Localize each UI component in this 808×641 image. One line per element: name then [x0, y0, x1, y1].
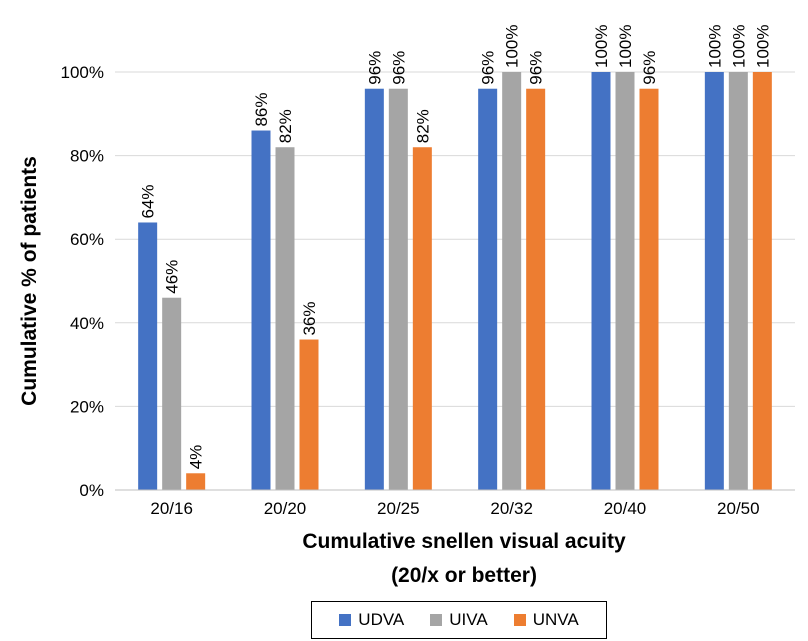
y-tick-label: 20% — [70, 397, 104, 416]
data-label-udva: 100% — [592, 25, 611, 68]
bar-unva — [186, 473, 206, 490]
bar-uiva — [615, 72, 635, 490]
legend-item-unva: UNVA — [513, 610, 579, 630]
x-axis-title-line1: Cumulative snellen visual acuity — [302, 530, 626, 553]
gridlines — [115, 71, 795, 407]
bars — [138, 72, 772, 491]
data-label-uiva: 46% — [163, 260, 182, 294]
bar-uiva — [728, 72, 748, 490]
bar-udva — [591, 72, 611, 490]
data-label-uiva: 100% — [616, 25, 635, 68]
data-label-unva: 4% — [187, 445, 206, 470]
y-axis-title: Cumulative % of patients — [18, 156, 41, 406]
bar-uiva — [388, 88, 408, 490]
data-label-unva: 36% — [300, 301, 319, 335]
bar-unva — [526, 88, 546, 490]
legend-label-uiva: UIVA — [449, 610, 488, 629]
data-label-unva: 96% — [527, 51, 546, 85]
bar-udva — [251, 130, 271, 490]
legend: UDVA UIVA UNVA — [311, 601, 607, 639]
bar-unva — [752, 72, 772, 490]
bar-udva — [138, 222, 158, 491]
data-label-udva: 86% — [252, 92, 271, 126]
x-tick-label: 20/50 — [717, 499, 760, 518]
x-tick-label: 20/32 — [490, 499, 533, 518]
data-label-uiva: 82% — [276, 109, 295, 143]
legend-swatch-unva — [513, 614, 526, 626]
data-label-udva: 96% — [365, 51, 384, 85]
bar-udva — [364, 88, 384, 490]
y-tick-label: 80% — [70, 147, 104, 166]
data-label-unva: 82% — [413, 109, 432, 143]
data-label-udva: 64% — [139, 184, 158, 218]
legend-swatch-udva — [339, 614, 352, 626]
legend-label-udva: UDVA — [358, 610, 405, 629]
bar-uiva — [502, 72, 522, 490]
x-tick-label: 20/40 — [604, 499, 647, 518]
bar-udva — [478, 88, 498, 490]
y-tick-label: 0% — [79, 481, 104, 500]
y-tick-label: 100% — [61, 63, 104, 82]
data-label-uiva: 96% — [389, 51, 408, 85]
x-axis-title-line2: (20/x or better) — [391, 564, 537, 587]
y-tick-label: 60% — [70, 230, 104, 249]
legend-swatch-uiva — [430, 614, 443, 626]
y-axis-ticks: 0% 20% 40% 60% 80% 100% — [61, 63, 104, 500]
y-tick-label: 40% — [70, 314, 104, 333]
bar-udva — [704, 72, 724, 490]
bar-uiva — [275, 147, 295, 491]
x-axis-ticks: 20/16 20/20 20/25 20/32 20/40 20/50 — [150, 499, 759, 518]
bar-unva — [639, 88, 659, 490]
data-label-uiva: 100% — [503, 25, 522, 68]
legend-label-unva: UNVA — [532, 610, 579, 629]
data-labels: 64% 46% 4% 86% 82% 36% 96% 96% 82% 96% 100% 96% 100%… — [139, 25, 773, 470]
bar-unva — [412, 147, 432, 491]
data-label-udva: 100% — [705, 25, 724, 68]
bar-uiva — [162, 297, 182, 490]
data-label-udva: 96% — [479, 51, 498, 85]
legend-item-uiva: UIVA — [430, 610, 488, 630]
data-label-unva: 100% — [753, 25, 772, 68]
legend-item-udva: UDVA — [339, 610, 404, 630]
x-tick-label: 20/25 — [377, 499, 420, 518]
bar-unva — [299, 339, 319, 490]
x-tick-label: 20/20 — [264, 499, 307, 518]
data-label-unva: 96% — [640, 51, 659, 85]
x-tick-label: 20/16 — [150, 499, 193, 518]
data-label-uiva: 100% — [729, 25, 748, 68]
